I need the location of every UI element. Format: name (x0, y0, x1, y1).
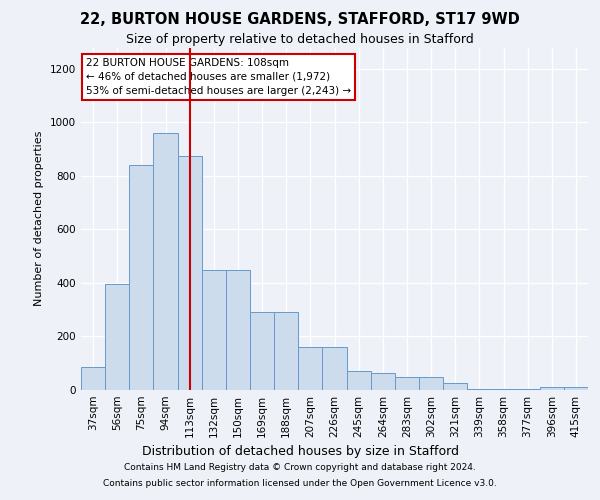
Text: Contains public sector information licensed under the Open Government Licence v3: Contains public sector information licen… (103, 478, 497, 488)
Bar (347, 372, 371, 390)
Text: Contains HM Land Registry data © Crown copyright and database right 2024.: Contains HM Land Registry data © Crown c… (124, 464, 476, 472)
Bar (395, 377, 419, 390)
Bar (419, 377, 443, 390)
Bar (250, 312, 274, 390)
Bar (298, 347, 322, 390)
Bar (226, 270, 250, 390)
Text: Size of property relative to detached houses in Stafford: Size of property relative to detached ho… (126, 32, 474, 46)
Bar (443, 383, 467, 390)
Text: 22 BURTON HOUSE GARDENS: 108sqm
← 46% of detached houses are smaller (1,972)
53%: 22 BURTON HOUSE GARDENS: 108sqm ← 46% of… (86, 58, 351, 96)
Bar (322, 347, 347, 390)
Bar (202, 270, 226, 390)
Bar (467, 388, 491, 390)
Bar (491, 388, 515, 390)
Bar (178, 156, 202, 390)
Bar (105, 284, 129, 390)
Bar (154, 133, 178, 390)
Bar (81, 368, 105, 390)
Text: 22, BURTON HOUSE GARDENS, STAFFORD, ST17 9WD: 22, BURTON HOUSE GARDENS, STAFFORD, ST17… (80, 12, 520, 28)
Y-axis label: Number of detached properties: Number of detached properties (34, 131, 44, 306)
Bar (564, 387, 588, 390)
Bar (129, 165, 154, 390)
Bar (274, 312, 298, 390)
Bar (540, 387, 564, 390)
Bar (515, 388, 540, 390)
Text: Distribution of detached houses by size in Stafford: Distribution of detached houses by size … (142, 444, 458, 458)
Bar (371, 372, 395, 390)
